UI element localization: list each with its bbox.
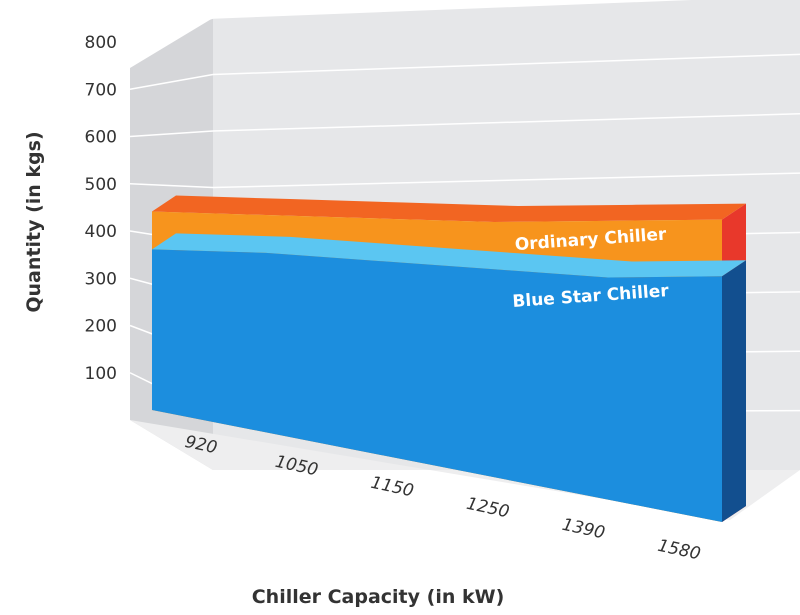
back-gridline (212, 0, 692, 19)
x-tick-label: 1250 (465, 494, 511, 523)
side-gridline (129, 73, 214, 90)
side-gridline (129, 130, 214, 138)
x-tick-label: 1390 (560, 515, 606, 544)
y-tick-label: 200 (85, 317, 117, 337)
series-1: Blue Star Chiller (152, 233, 746, 522)
back-gridline (212, 113, 800, 132)
x-axis-title: Chiller Capacity (in kW) (252, 586, 505, 608)
y-axis-title: Quantity (in kgs) (23, 131, 45, 312)
y-tick-label: 700 (85, 80, 117, 100)
side-gridline (129, 183, 214, 189)
y-tick-label: 500 (85, 175, 117, 195)
back-gridline (212, 53, 800, 76)
y-tick-label: 100 (85, 364, 117, 384)
side-gridline (129, 17, 214, 43)
y-tick-label: 300 (85, 269, 117, 289)
x-tick-label: 1150 (369, 473, 415, 502)
y-axis-ticks: 100 200 300 400 500 600 700 800 (85, 33, 117, 384)
series-top-face (152, 195, 746, 223)
x-tick-label: 1580 (656, 536, 702, 565)
y-tick-label: 600 (85, 128, 117, 148)
back-gridline (212, 172, 800, 189)
y-tick-label: 800 (85, 33, 117, 53)
series-top-face (152, 233, 746, 278)
y-tick-label: 400 (85, 222, 117, 242)
series-side-face (722, 260, 746, 522)
series-front-face (152, 249, 722, 522)
